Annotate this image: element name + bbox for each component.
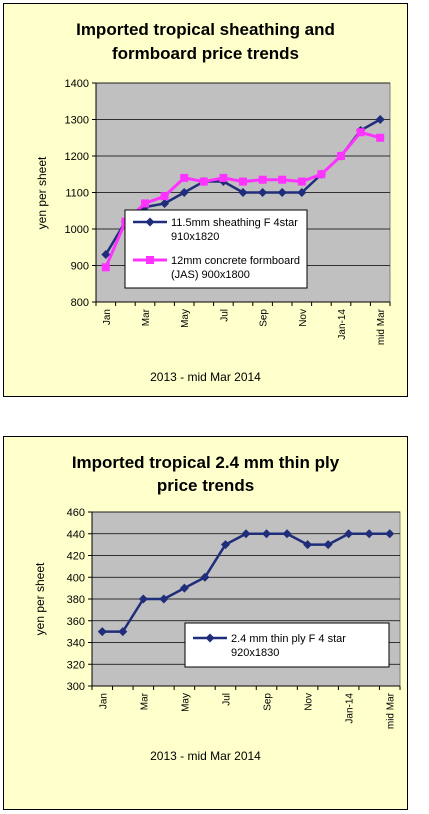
data-point: [303, 540, 313, 550]
x-tick-label: Nov: [304, 693, 315, 711]
y-tick-label: 900: [71, 261, 89, 273]
x-tick-label: Jan: [102, 309, 113, 325]
x-tick-label: Jan-14: [337, 309, 348, 340]
y-tick-label: 1000: [65, 224, 89, 236]
chart-title-line-1: Imported tropical 2.4 mm thin ply: [71, 453, 340, 472]
data-point: [118, 627, 128, 637]
chart-panel-thin-ply: Imported tropical 2.4 mm thin ply price …: [3, 436, 408, 810]
x-tick-label: Sep: [259, 309, 270, 327]
data-point: [97, 627, 107, 637]
x-tick-label: Sep: [263, 693, 274, 711]
y-tick-label: 420: [67, 551, 85, 563]
y-tick-label: 340: [67, 638, 85, 650]
data-point: [141, 199, 149, 208]
chart-panel-sheathing: Imported tropical sheathing and formboar…: [3, 3, 408, 397]
data-point: [262, 529, 272, 539]
data-point: [356, 128, 365, 137]
legend-marker: [145, 217, 155, 227]
x-tick-label: Jan: [98, 693, 109, 709]
x-tick-label: mid Mar: [386, 692, 397, 729]
legend: [184, 622, 390, 668]
legend-marker: [146, 256, 154, 264]
data-point: [179, 583, 189, 593]
y-tick-label: 380: [67, 594, 85, 606]
x-tick-label: Jul: [221, 693, 232, 706]
data-point: [138, 594, 148, 604]
data-point: [385, 529, 395, 539]
y-tick-label: 300: [67, 681, 85, 693]
y-tick-label: 800: [71, 297, 89, 309]
data-point: [219, 173, 228, 182]
chart-plot-sheathing: 800 900 1000 1100 1200 1300 1400 Jan Mar May Jul Se…: [35, 78, 391, 345]
data-point: [297, 188, 307, 197]
legend-label: (JAS) 900x1800: [171, 269, 250, 281]
chart-title-line-2: price trends: [156, 476, 255, 495]
data-point: [364, 529, 374, 539]
data-point: [282, 529, 292, 539]
y-tick-label: 1300: [65, 115, 89, 127]
y-tick-label: 400: [67, 572, 85, 584]
x-tick-label: Mar: [141, 308, 152, 326]
data-point: [317, 170, 326, 179]
y-tick-label: 440: [67, 529, 85, 541]
data-point: [179, 188, 189, 197]
data-point: [101, 250, 111, 260]
x-tick-label: May: [180, 309, 191, 328]
legend-label: 920x1830: [231, 647, 279, 659]
data-point: [337, 152, 345, 160]
y-tick-label: 360: [67, 616, 85, 628]
data-point: [239, 177, 247, 186]
data-point: [375, 115, 385, 124]
data-point: [199, 177, 208, 186]
data-point: [160, 192, 169, 201]
x-tick-label: Nov: [298, 309, 309, 327]
x-axis-label: 2013 - mid Mar 2014: [150, 749, 261, 763]
x-tick-label: mid Mar: [376, 308, 387, 345]
data-point: [297, 177, 306, 186]
legend-label: 2.4 mm thin ply F 4 star: [231, 633, 346, 645]
chart-plot-thin-ply: 300 320 340 360 380 400 420 440 460 Jan Mar May Jul S…: [33, 507, 401, 729]
data-point: [160, 198, 170, 208]
y-tick-label: 1100: [65, 188, 89, 200]
y-axis-label: yen per sheet: [33, 562, 47, 635]
data-point: [258, 188, 268, 197]
data-point: [220, 540, 230, 550]
chart-title-line-1: Imported tropical sheathing and: [76, 20, 335, 39]
legend-label: 12mm concrete formboard: [171, 255, 300, 267]
data-point: [258, 175, 267, 184]
x-tick-label: Jul: [219, 309, 230, 322]
legend-label: 910x1820: [171, 231, 219, 243]
x-tick-label: Jan-14: [345, 693, 356, 724]
data-point: [238, 188, 248, 197]
chart-title-line-2: formboard price trends: [111, 44, 300, 63]
data-point: [278, 175, 287, 184]
y-tick-label: 1200: [65, 151, 89, 163]
data-point: [200, 572, 210, 582]
y-tick-label: 460: [67, 507, 85, 519]
y-tick-label: 320: [67, 659, 85, 671]
data-point: [180, 173, 189, 182]
y-tick-label: 1400: [65, 78, 89, 90]
data-point: [159, 594, 169, 604]
data-point: [323, 540, 333, 550]
data-point: [376, 133, 385, 142]
legend-marker: [205, 633, 215, 643]
data-point: [344, 529, 354, 539]
data-point: [277, 188, 287, 197]
data-point: [101, 263, 110, 272]
x-tick-label: May: [180, 693, 191, 712]
legend-label: 11.5mm sheathing F 4star: [171, 217, 298, 229]
x-tick-label: Mar: [139, 692, 150, 710]
y-axis-label: yen per sheet: [35, 156, 49, 229]
data-point: [241, 529, 251, 539]
x-axis-label: 2013 - mid Mar 2014: [150, 370, 261, 384]
